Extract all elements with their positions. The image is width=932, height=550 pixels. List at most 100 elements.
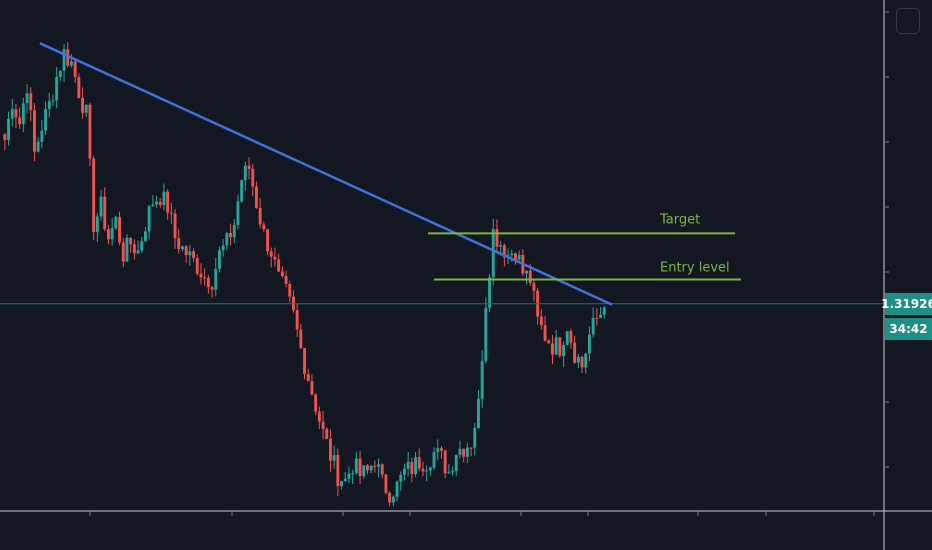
candle-body: [199, 273, 203, 278]
candle-body: [136, 250, 140, 254]
candle-body: [144, 231, 147, 242]
candle-body: [591, 317, 595, 335]
candle-body: [132, 244, 136, 254]
target-label: Target: [659, 212, 700, 227]
candle-body: [539, 316, 543, 326]
candle-body: [406, 461, 410, 469]
candle-body: [588, 334, 591, 354]
candle-body: [336, 455, 340, 487]
candle-body: [377, 464, 380, 467]
candle-body: [84, 104, 88, 113]
candle-body: [354, 458, 358, 474]
candle-body: [203, 277, 207, 279]
candle-body: [443, 450, 447, 474]
candle-body: [580, 356, 584, 368]
candle-body: [469, 447, 473, 449]
candle-body: [188, 251, 192, 256]
candle-body: [247, 165, 251, 169]
candle-body: [399, 474, 403, 482]
candle-body: [273, 256, 277, 260]
candle-body: [29, 93, 33, 111]
candle-body: [332, 455, 336, 461]
candle-body: [33, 110, 36, 152]
candle-body: [473, 427, 477, 448]
candle-body: [514, 253, 517, 260]
candle-body: [543, 325, 547, 341]
candle-body: [221, 245, 225, 251]
candle-body: [295, 310, 299, 330]
candle-body: [510, 253, 514, 255]
candle-body: [428, 467, 432, 471]
candle-body: [262, 224, 266, 230]
candle-body: [255, 186, 258, 208]
candle-body: [51, 100, 55, 102]
candle-body: [488, 277, 491, 308]
candle-body: [99, 196, 103, 217]
candle-body: [44, 108, 47, 131]
candle-body: [340, 480, 343, 487]
candle-body: [432, 451, 436, 468]
candle-body: [206, 277, 210, 288]
candle-body: [303, 348, 306, 374]
candle-body: [88, 104, 92, 159]
candle-body: [210, 287, 214, 290]
candle-body: [236, 201, 240, 225]
current-price-tag: 1.31926: [881, 292, 932, 315]
candle-body: [551, 343, 554, 355]
candle-body: [21, 103, 25, 125]
candle-body: [218, 250, 221, 269]
candle-body: [558, 337, 562, 356]
candle-body: [184, 246, 188, 256]
entry-level-label: Entry level: [660, 260, 730, 275]
candle-body: [181, 246, 184, 250]
candle-body: [528, 270, 532, 284]
candle-body: [62, 49, 66, 71]
candle-body: [480, 360, 484, 399]
candle-body: [121, 242, 125, 262]
candle-body: [58, 70, 62, 77]
candle-body: [195, 257, 199, 274]
candle-body: [547, 340, 551, 344]
candle-body: [129, 237, 133, 245]
candle-body: [77, 77, 81, 99]
candle-body: [225, 232, 229, 246]
candle-body: [177, 238, 181, 250]
candle-body: [343, 478, 347, 481]
descending-trendline[interactable]: [39, 42, 613, 306]
candle-body: [491, 229, 495, 278]
candle-body: [240, 180, 244, 202]
candle-body: [554, 337, 558, 355]
candle-body: [140, 241, 144, 251]
candle-body: [447, 472, 451, 474]
candle-body: [280, 271, 284, 276]
candle-body: [388, 492, 392, 503]
candle-body: [251, 168, 255, 187]
candle-body: [369, 465, 373, 471]
candle-body: [162, 191, 166, 206]
candle-body: [269, 251, 273, 257]
chart-settings-button[interactable]: [896, 8, 920, 34]
candle-body: [366, 465, 369, 471]
candle-body: [169, 212, 173, 214]
candle-body: [351, 473, 355, 475]
candle-body: [232, 224, 236, 238]
candle-body: [595, 317, 599, 319]
candle-body: [484, 307, 488, 361]
candle-body: [173, 213, 177, 239]
candle-body: [465, 447, 469, 457]
candle-body: [18, 117, 22, 125]
candle-body: [584, 353, 588, 368]
candle-body: [277, 259, 281, 272]
candle-body: [310, 381, 314, 395]
candle-body: [562, 344, 565, 356]
candle-body: [103, 196, 107, 230]
candle-body: [110, 228, 114, 240]
candle-body: [569, 331, 573, 343]
candle-body: [358, 458, 362, 477]
candle-body: [414, 457, 417, 475]
candle-body: [502, 245, 506, 258]
candle-body: [25, 93, 29, 104]
candle-body: [373, 465, 377, 467]
